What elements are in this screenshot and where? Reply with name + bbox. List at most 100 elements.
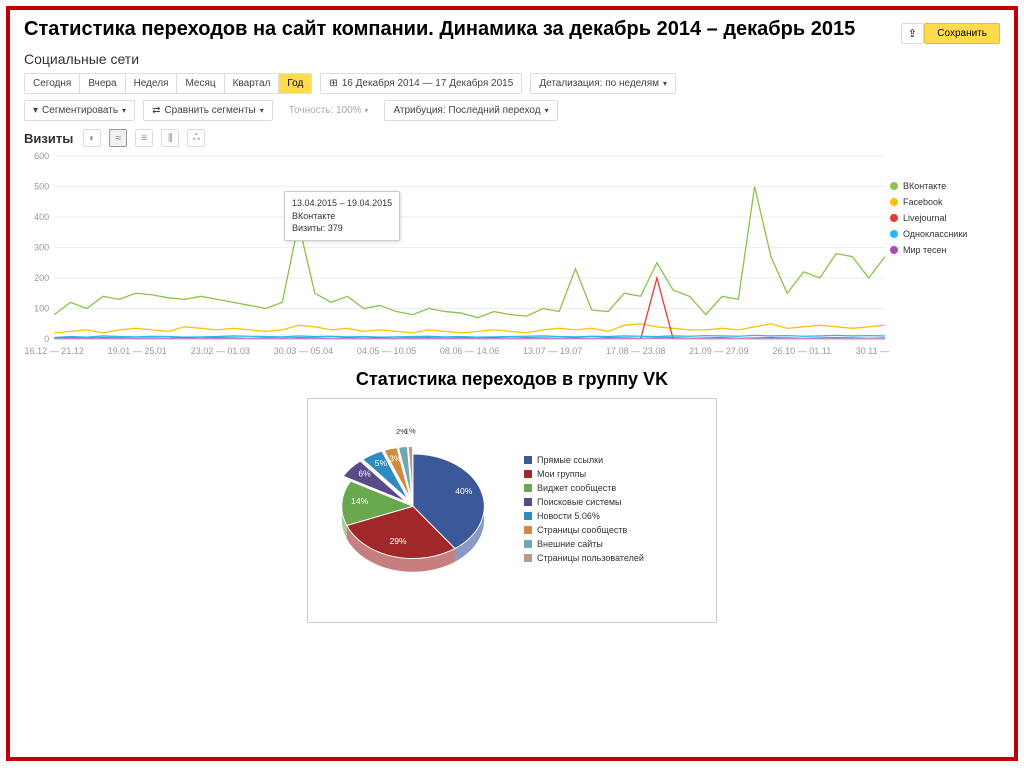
- chevron-down-icon: ▾: [122, 106, 126, 115]
- pie-legend-label: Страницы пользователей: [537, 553, 644, 563]
- visits-toolbar: Визиты ◐ ≈ ≡ ⫼ ஃ: [24, 129, 1000, 147]
- legend-item[interactable]: Мир тесен: [890, 245, 1000, 255]
- pie-legend-label: Прямые ссылки: [537, 455, 603, 465]
- chart-type-icon[interactable]: ⫼: [161, 129, 179, 147]
- svg-text:23.02 — 01.03: 23.02 — 01.03: [191, 346, 250, 356]
- svg-text:21.09 — 27.09: 21.09 — 27.09: [689, 346, 748, 356]
- svg-text:600: 600: [34, 151, 49, 161]
- pie-legend-label: Страницы сообществ: [537, 525, 627, 535]
- legend-square: [524, 456, 532, 464]
- legend-item[interactable]: Livejournal: [890, 213, 1000, 223]
- svg-text:19.01 — 25.01: 19.01 — 25.01: [108, 346, 167, 356]
- legend-square: [524, 484, 532, 492]
- segment-text: Сегментировать: [42, 105, 118, 116]
- period-toolbar: СегодняВчераНеделяМесяцКварталГод ⊞ 16 Д…: [24, 73, 1000, 94]
- line-chart: 010020030040050060016.12 — 21.1219.01 — …: [24, 151, 1000, 359]
- period-button[interactable]: Сегодня: [25, 74, 80, 93]
- pie-legend-item: Прямые ссылки: [524, 455, 706, 465]
- tooltip-visits-label: Визиты:: [292, 223, 325, 233]
- sub-title: Статистика переходов в группу VK: [24, 369, 1000, 390]
- chevron-down-icon: ▾: [663, 79, 667, 88]
- svg-text:30.03 — 05.04: 30.03 — 05.04: [274, 346, 333, 356]
- pie-legend-item: Виджет сообществ: [524, 483, 706, 493]
- attribution-button[interactable]: Атрибуция: Последний переход ▾: [384, 100, 557, 121]
- svg-text:08.06 — 14.06: 08.06 — 14.06: [440, 346, 499, 356]
- export-button[interactable]: ⇪: [901, 23, 924, 44]
- chevron-down-icon: ▾: [260, 106, 264, 115]
- legend-dot: [890, 198, 898, 206]
- legend: ВКонтакте Facebook Livejournal Одноклассник…: [890, 151, 1000, 359]
- legend-square: [524, 554, 532, 562]
- legend-label: Одноклассники: [903, 229, 967, 239]
- detail-text: Детализация: по неделям: [539, 78, 659, 89]
- funnel-icon: ▾: [33, 105, 38, 116]
- svg-text:40%: 40%: [455, 486, 473, 496]
- visits-label: Визиты: [24, 131, 73, 146]
- svg-text:400: 400: [34, 212, 49, 222]
- period-button[interactable]: Неделя: [126, 74, 178, 93]
- svg-text:1%: 1%: [405, 426, 416, 435]
- tooltip-visits-value: 379: [328, 223, 343, 233]
- pie-legend-item: Поисковые системы: [524, 497, 706, 507]
- legend-item[interactable]: Одноклассники: [890, 229, 1000, 239]
- chart-type-icon[interactable]: ◐: [83, 129, 101, 147]
- legend-dot: [890, 230, 898, 238]
- page-title: Статистика переходов на сайт компании. Д…: [24, 18, 1000, 41]
- legend-dot: [890, 214, 898, 222]
- legend-square: [524, 512, 532, 520]
- calendar-icon: ⊞: [329, 78, 337, 89]
- chevron-down-icon: ▾: [545, 106, 549, 115]
- segment-toolbar: ▾ Сегментировать ▾ ⇄ Сравнить сегменты ▾…: [24, 100, 1000, 121]
- legend-label: ВКонтакте: [903, 181, 946, 191]
- svg-text:04.05 — 10.05: 04.05 — 10.05: [357, 346, 416, 356]
- precision-label: Точность: 100% ▾: [281, 101, 377, 120]
- legend-square: [524, 498, 532, 506]
- svg-text:5%: 5%: [375, 457, 388, 467]
- save-button[interactable]: Сохранить: [924, 23, 1000, 44]
- chart-type-icon[interactable]: ≈: [109, 129, 127, 147]
- svg-text:0: 0: [44, 334, 49, 344]
- attribution-text: Атрибуция: Последний переход: [393, 105, 540, 116]
- pie-legend-item: Внешние сайты: [524, 539, 706, 549]
- chart-type-icons: ◐ ≈ ≡ ⫼ ஃ: [83, 129, 205, 147]
- svg-text:100: 100: [34, 304, 49, 314]
- chart-tooltip: 13.04.2015 – 19.04.2015 ВКонтакте Визиты…: [284, 191, 400, 241]
- pie-legend: Прямые ссылки Мои группы Виджет сообществ П…: [508, 455, 706, 567]
- legend-square: [524, 540, 532, 548]
- svg-text:16.12 — 21.12: 16.12 — 21.12: [25, 346, 84, 356]
- period-group: СегодняВчераНеделяМесяцКварталГод: [24, 73, 312, 94]
- period-button[interactable]: Квартал: [225, 74, 280, 93]
- date-range-button[interactable]: ⊞ 16 Декабря 2014 — 17 Декабря 2015: [320, 73, 522, 94]
- chart-type-icon[interactable]: ≡: [135, 129, 153, 147]
- svg-text:13.07 — 19.07: 13.07 — 19.07: [523, 346, 582, 356]
- pie-legend-label: Новости 5.06%: [537, 511, 600, 521]
- svg-text:200: 200: [34, 273, 49, 283]
- chart-type-icon[interactable]: ஃ: [187, 129, 205, 147]
- svg-text:29%: 29%: [390, 535, 408, 545]
- tooltip-source: ВКонтакте: [292, 210, 392, 223]
- period-button[interactable]: Месяц: [177, 74, 224, 93]
- pie-legend-label: Виджет сообществ: [537, 483, 616, 493]
- legend-dot: [890, 246, 898, 254]
- pie-legend-label: Поисковые системы: [537, 497, 622, 507]
- pie-legend-label: Мои группы: [537, 469, 586, 479]
- legend-label: Facebook: [903, 197, 943, 207]
- compare-icon: ⇄: [152, 105, 160, 116]
- legend-item[interactable]: Facebook: [890, 197, 1000, 207]
- period-button[interactable]: Год: [279, 74, 311, 93]
- svg-text:300: 300: [34, 243, 49, 253]
- pie-legend-item: Страницы сообществ: [524, 525, 706, 535]
- pie-legend-item: Мои группы: [524, 469, 706, 479]
- svg-text:14%: 14%: [351, 495, 369, 505]
- pie-chart: 40%29%14%6%5%3%2%1% Прямые ссылкиМои гру…: [307, 398, 717, 623]
- legend-item[interactable]: ВКонтакте: [890, 181, 1000, 191]
- detail-button[interactable]: Детализация: по неделям ▾: [530, 73, 676, 94]
- segment-button[interactable]: ▾ Сегментировать ▾: [24, 100, 135, 121]
- svg-text:26.10 — 01.11: 26.10 — 01.11: [773, 346, 832, 356]
- compare-button[interactable]: ⇄ Сравнить сегменты ▾: [143, 100, 273, 121]
- tooltip-date: 13.04.2015 – 19.04.2015: [292, 197, 392, 210]
- legend-square: [524, 470, 532, 478]
- pie-legend-label: Внешние сайты: [537, 539, 603, 549]
- period-button[interactable]: Вчера: [80, 74, 125, 93]
- legend-square: [524, 526, 532, 534]
